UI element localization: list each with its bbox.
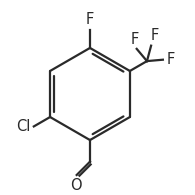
Text: F: F [166,52,175,67]
Text: Cl: Cl [17,119,31,134]
Text: F: F [131,32,139,47]
Text: F: F [86,12,94,27]
Text: O: O [70,178,82,193]
Text: F: F [150,28,159,43]
